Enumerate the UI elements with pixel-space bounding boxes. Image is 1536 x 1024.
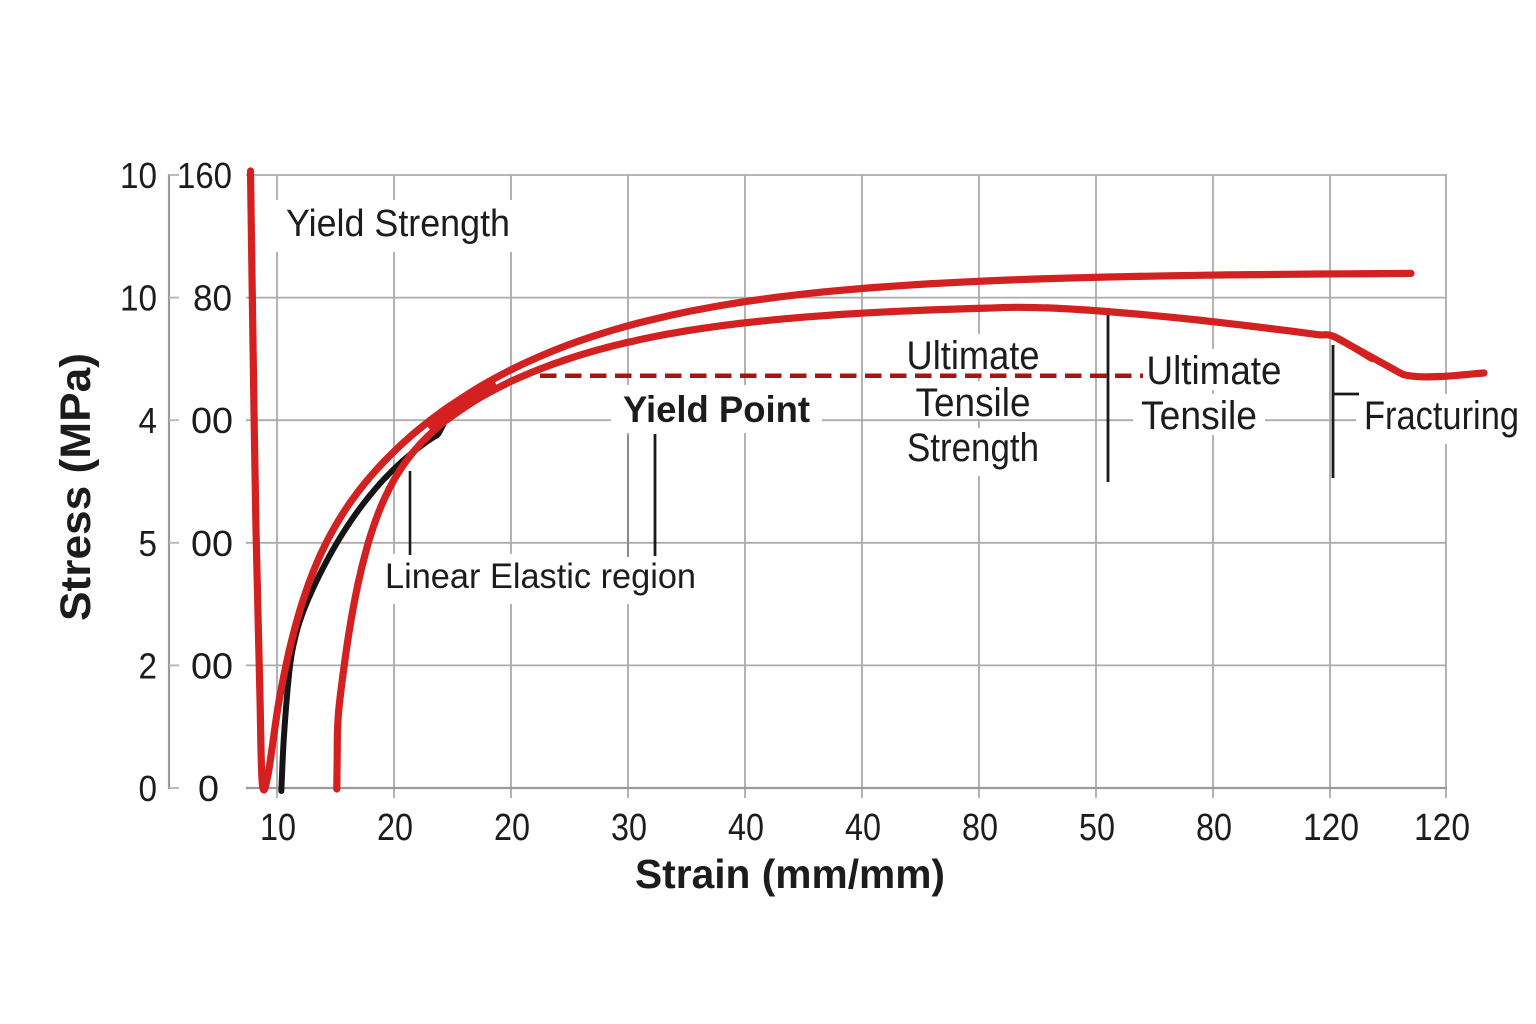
svg-text:50: 50: [1079, 807, 1115, 849]
svg-text:00: 00: [191, 523, 233, 564]
svg-text:10: 10: [260, 807, 296, 849]
svg-text:Yield Strength: Yield Strength: [286, 203, 510, 245]
svg-text:Linear Elastic region: Linear Elastic region: [385, 557, 696, 596]
svg-text:00: 00: [191, 645, 233, 686]
svg-text:0: 0: [139, 768, 158, 809]
svg-text:80: 80: [193, 278, 232, 319]
svg-text:Ultimate: Ultimate: [1147, 349, 1282, 393]
svg-text:80: 80: [1196, 807, 1232, 849]
svg-text:Strength: Strength: [907, 426, 1039, 470]
svg-text:10: 10: [120, 278, 157, 319]
svg-text:Stress (MPa): Stress (MPa): [52, 353, 100, 621]
svg-text:0: 0: [198, 768, 219, 809]
svg-text:2: 2: [139, 645, 158, 686]
svg-text:Strain (mm/mm): Strain (mm/mm): [635, 851, 945, 897]
svg-text:Yield Point: Yield Point: [623, 389, 810, 430]
svg-text:20: 20: [377, 807, 413, 849]
svg-text:Fracturing: Fracturing: [1364, 394, 1519, 438]
svg-text:Tensile: Tensile: [1141, 394, 1257, 438]
svg-text:120: 120: [1414, 807, 1470, 849]
svg-text:120: 120: [1303, 807, 1359, 849]
svg-text:40: 40: [845, 807, 881, 849]
svg-text:Tensile: Tensile: [916, 381, 1031, 425]
svg-text:00: 00: [191, 400, 233, 441]
svg-text:30: 30: [611, 807, 647, 849]
svg-text:5: 5: [139, 523, 158, 564]
svg-text:40: 40: [728, 807, 764, 849]
svg-text:160: 160: [177, 155, 232, 196]
svg-text:20: 20: [494, 807, 530, 849]
svg-text:10: 10: [120, 155, 157, 196]
svg-text:4: 4: [139, 400, 158, 441]
svg-text:Ultimate: Ultimate: [907, 334, 1040, 378]
svg-text:80: 80: [962, 807, 998, 849]
